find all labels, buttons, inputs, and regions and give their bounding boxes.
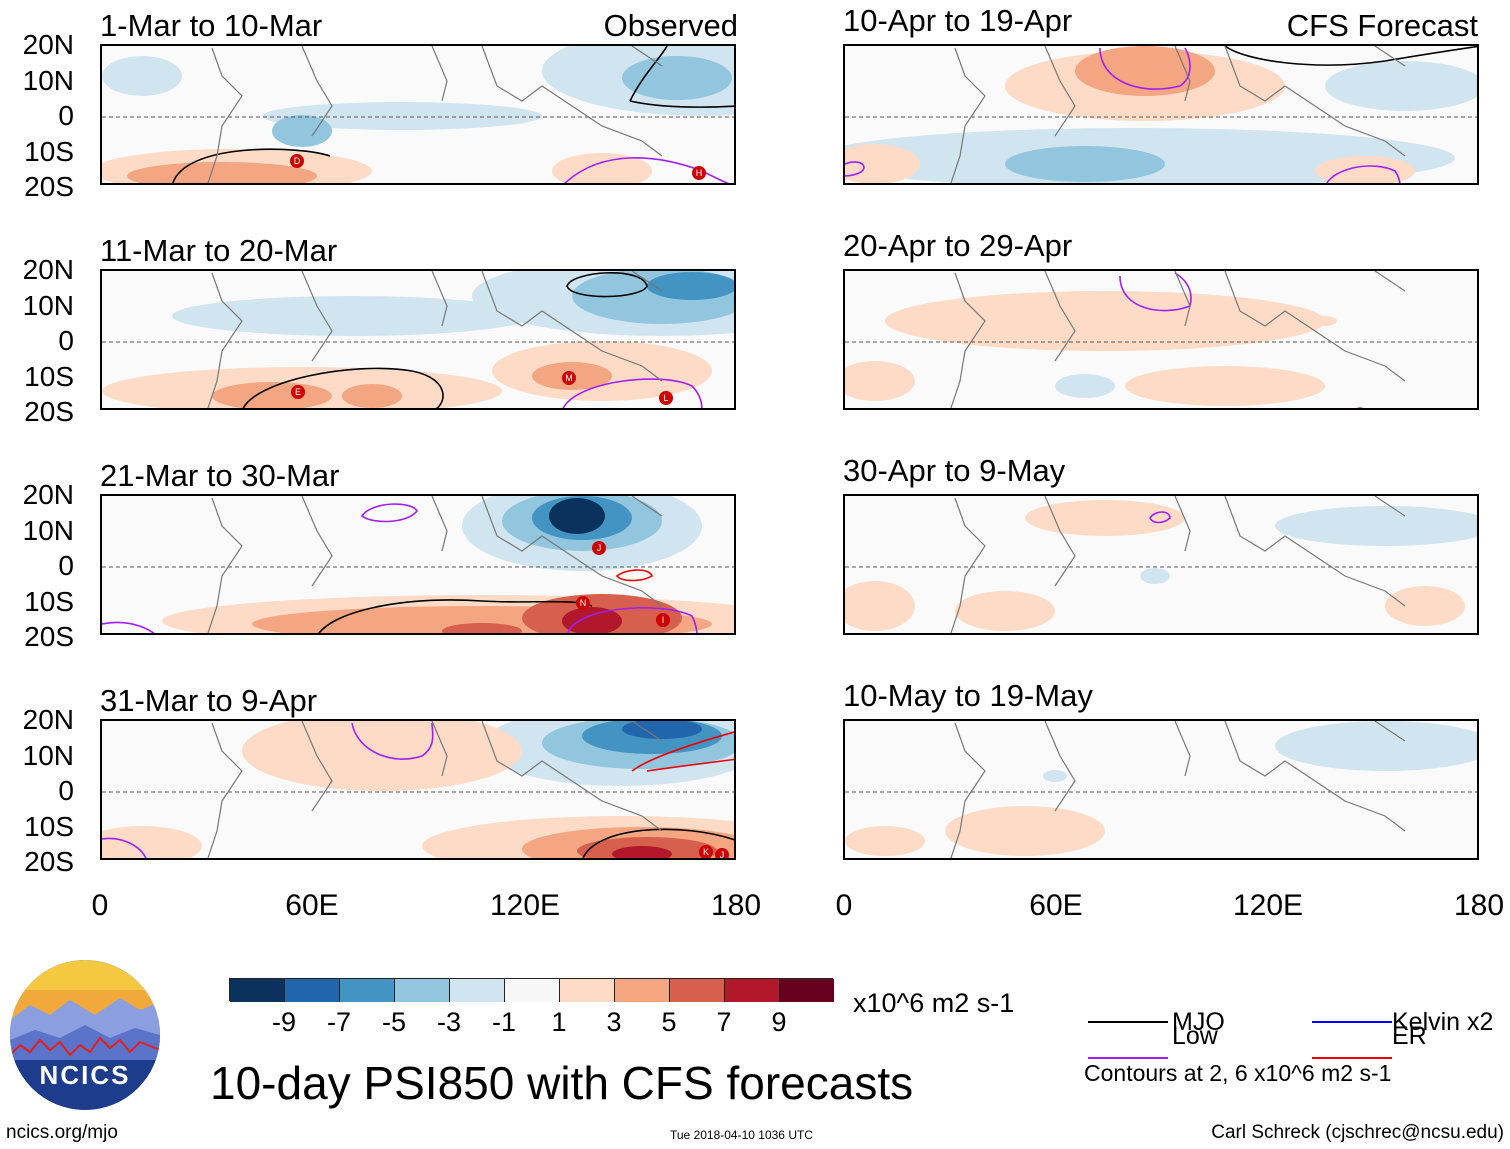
colorbar-swatch: [615, 979, 670, 1002]
footer-timestamp: Tue 2018-04-10 1036 UTC: [670, 1128, 813, 1142]
ncics-logo: NCICS: [10, 960, 160, 1110]
colorbar: [229, 978, 834, 1002]
lat-label: 10N: [22, 515, 74, 546]
map-panel-forecast-1: [843, 44, 1479, 185]
panel-tag-observed: Observed: [603, 8, 738, 43]
main-title: 10-day PSI850 with CFS forecasts: [210, 1057, 914, 1109]
lat-label: 10N: [22, 740, 74, 771]
colorbar-label: -5: [381, 1007, 406, 1037]
lat-label: 0: [58, 775, 74, 806]
lon-label: 0: [835, 889, 853, 922]
lat-label: 20N: [22, 29, 74, 60]
panel-title: 10-Apr to 19-Apr: [843, 3, 1073, 38]
logo-text: NCICS: [39, 1060, 131, 1090]
lat-label: 10N: [22, 65, 74, 96]
storm-marker: I: [656, 613, 670, 627]
colorbar-label: 9: [771, 1007, 787, 1037]
map-panel-forecast-2: [843, 269, 1479, 410]
colorbar-label: -9: [271, 1007, 296, 1037]
lat-label: 0: [58, 100, 74, 131]
legend-swatch-er: [1312, 1057, 1392, 1059]
colorbar-swatch: [670, 979, 725, 1002]
map-panel-observed-3: J N I: [100, 494, 736, 635]
lat-label: 20S: [24, 846, 74, 877]
colorbar-swatch: [725, 979, 780, 1002]
colorbar-swatch: [340, 979, 395, 1002]
colorbar-swatch: [285, 979, 340, 1002]
lon-label: 60E: [1029, 889, 1083, 922]
lon-label: 60E: [285, 889, 339, 922]
panel-title: 31-Mar to 9-Apr: [100, 683, 318, 718]
storm-marker: E: [291, 385, 305, 399]
map-panel-observed-1: D H: [100, 44, 736, 185]
colorbar-label: -3: [436, 1007, 461, 1037]
colorbar-label: 3: [606, 1007, 622, 1037]
lat-label: 20S: [24, 621, 74, 652]
lat-label: 10N: [22, 290, 74, 321]
colorbar-label: 5: [661, 1007, 677, 1037]
lat-label: 20N: [22, 479, 74, 510]
storm-marker: H: [692, 166, 706, 180]
lon-label: 120E: [1232, 889, 1304, 922]
lat-label: 10S: [24, 361, 74, 392]
map-panel-forecast-3: [843, 494, 1479, 635]
storm-marker: J: [715, 848, 729, 858]
colorbar-swatch: [450, 979, 505, 1002]
panel-title: 20-Apr to 29-Apr: [843, 228, 1073, 263]
panel-title: 11-Mar to 20-Mar: [100, 233, 338, 268]
colorbar-label: 7: [716, 1007, 732, 1037]
lat-label: 10S: [24, 811, 74, 842]
legend-contour-note: Contours at 2, 6 x10^6 m2 s-1: [1084, 1060, 1392, 1086]
map-panel-forecast-4: [843, 719, 1479, 860]
map-panel-observed-2: E M L: [100, 269, 736, 410]
lat-label: 20S: [24, 171, 74, 202]
panel-title: 10-May to 19-May: [843, 678, 1093, 713]
legend-swatch-mjo: [1088, 1021, 1168, 1023]
panel-title: 30-Apr to 9-May: [843, 453, 1066, 488]
colorbar-label: -1: [491, 1007, 516, 1037]
legend-label: MJO: [1172, 1008, 1225, 1036]
colorbar-swatch: [395, 979, 450, 1002]
lat-label: 20N: [22, 254, 74, 285]
colorbar-swatch: [560, 979, 615, 1002]
footer-site[interactable]: ncics.org/mjo: [6, 1122, 118, 1143]
lat-label: 10S: [24, 136, 74, 167]
lon-label: 180: [1453, 889, 1505, 922]
lon-label: 120E: [489, 889, 561, 922]
lon-label: 0: [91, 889, 109, 922]
storm-marker: L: [659, 391, 673, 405]
footer-credit: Carl Schreck (cjschrec@ncsu.edu): [1211, 1122, 1504, 1143]
lat-label: 0: [58, 550, 74, 581]
legend-swatch-low: [1088, 1057, 1168, 1059]
lat-label: 20N: [22, 704, 74, 735]
storm-marker: N: [576, 596, 590, 610]
panel-title: 21-Mar to 30-Mar: [100, 458, 340, 493]
storm-marker: M: [562, 371, 576, 385]
panel-title: 1-Mar to 10-Mar: [100, 8, 323, 43]
storm-marker: D: [290, 154, 304, 168]
colorbar-label: 1: [551, 1007, 567, 1037]
storm-marker: J: [592, 541, 606, 555]
colorbar-swatch: [780, 979, 834, 1002]
colorbar-swatch: [505, 979, 560, 1002]
colorbar-swatch: [230, 979, 285, 1002]
lat-label: 10S: [24, 586, 74, 617]
lon-label: 180: [710, 889, 762, 922]
legend-label: ER: [1392, 1022, 1427, 1050]
colorbar-units: x10^6 m2 s-1: [853, 988, 1015, 1018]
colorbar-label: -7: [326, 1007, 351, 1037]
storm-marker: K: [699, 845, 713, 858]
lat-label: 0: [58, 325, 74, 356]
legend-label: Kelvin x2: [1392, 1008, 1494, 1036]
legend-swatch-kelvin: [1312, 1021, 1392, 1023]
legend-label: Low: [1172, 1022, 1218, 1050]
map-panel-observed-4: K J: [100, 719, 736, 860]
panel-tag-forecast: CFS Forecast: [1286, 8, 1478, 43]
lat-label: 20S: [24, 396, 74, 427]
